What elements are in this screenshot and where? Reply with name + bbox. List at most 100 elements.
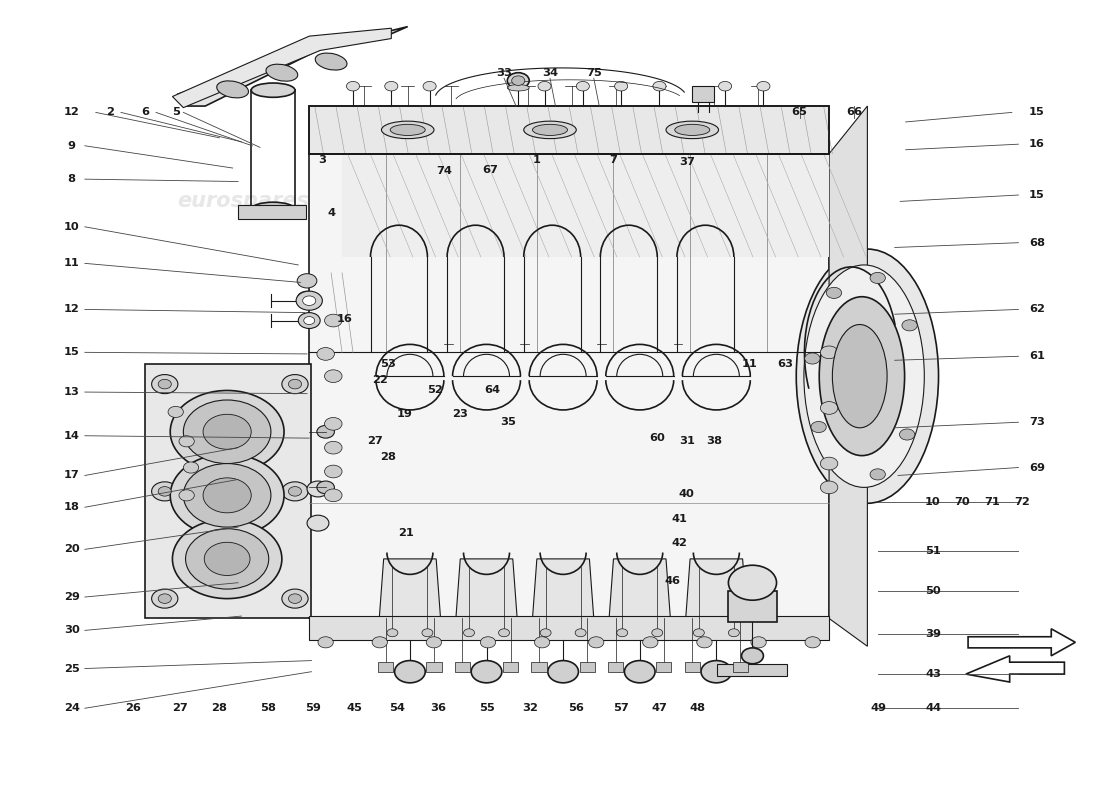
Text: 49: 49 xyxy=(870,703,887,714)
Circle shape xyxy=(821,481,838,494)
Circle shape xyxy=(318,637,333,648)
Polygon shape xyxy=(968,629,1076,656)
Text: 54: 54 xyxy=(388,703,405,714)
Text: 29: 29 xyxy=(64,592,79,602)
Circle shape xyxy=(540,629,551,637)
Circle shape xyxy=(617,629,628,637)
Text: 16: 16 xyxy=(1030,139,1045,149)
Text: 51: 51 xyxy=(925,546,940,556)
Text: 10: 10 xyxy=(925,497,940,506)
Polygon shape xyxy=(685,559,747,618)
Circle shape xyxy=(615,82,628,91)
Circle shape xyxy=(288,594,301,603)
Text: 5: 5 xyxy=(172,107,179,118)
Polygon shape xyxy=(608,662,624,672)
Circle shape xyxy=(152,482,178,501)
Circle shape xyxy=(158,486,172,496)
Text: 75: 75 xyxy=(586,68,602,78)
Ellipse shape xyxy=(833,325,887,428)
Circle shape xyxy=(304,317,315,325)
Circle shape xyxy=(693,629,704,637)
Circle shape xyxy=(204,478,251,513)
Text: 35: 35 xyxy=(500,418,516,427)
Circle shape xyxy=(902,320,917,331)
Text: 44: 44 xyxy=(925,703,942,714)
Circle shape xyxy=(307,515,329,531)
Polygon shape xyxy=(309,154,829,618)
Circle shape xyxy=(652,629,662,637)
Circle shape xyxy=(282,374,308,394)
Text: 18: 18 xyxy=(64,502,79,512)
Text: 14: 14 xyxy=(64,430,79,441)
Circle shape xyxy=(184,400,271,463)
Ellipse shape xyxy=(804,265,924,487)
Text: 33: 33 xyxy=(496,68,512,78)
Circle shape xyxy=(302,296,316,306)
Text: 24: 24 xyxy=(64,703,79,714)
Text: 12: 12 xyxy=(64,107,79,118)
Text: 13: 13 xyxy=(64,387,79,397)
Polygon shape xyxy=(733,662,748,672)
Circle shape xyxy=(424,82,437,91)
Text: 55: 55 xyxy=(478,703,494,714)
Polygon shape xyxy=(309,106,829,154)
Text: 8: 8 xyxy=(68,174,76,184)
Text: 60: 60 xyxy=(649,433,666,443)
Ellipse shape xyxy=(382,121,435,138)
Circle shape xyxy=(152,589,178,608)
Text: 45: 45 xyxy=(346,703,362,714)
Text: 25: 25 xyxy=(64,663,79,674)
Circle shape xyxy=(170,390,284,473)
Polygon shape xyxy=(238,206,306,219)
Ellipse shape xyxy=(507,85,529,91)
Circle shape xyxy=(757,82,770,91)
Circle shape xyxy=(821,402,838,414)
Circle shape xyxy=(642,637,658,648)
Text: 59: 59 xyxy=(305,703,320,714)
Text: 74: 74 xyxy=(436,166,452,176)
Text: 56: 56 xyxy=(569,703,584,714)
Text: 72: 72 xyxy=(1014,497,1030,506)
Text: 67: 67 xyxy=(482,165,497,174)
Text: 9: 9 xyxy=(68,141,76,150)
Text: 38: 38 xyxy=(706,436,723,446)
Text: 46: 46 xyxy=(664,576,681,586)
Text: 21: 21 xyxy=(398,529,414,538)
Text: 15: 15 xyxy=(64,347,79,358)
Ellipse shape xyxy=(796,249,938,503)
Circle shape xyxy=(296,291,322,310)
Circle shape xyxy=(507,73,529,89)
Circle shape xyxy=(548,661,579,683)
Circle shape xyxy=(297,274,317,288)
Text: eurospares: eurospares xyxy=(539,374,671,394)
Circle shape xyxy=(575,629,586,637)
Circle shape xyxy=(870,469,886,480)
Circle shape xyxy=(535,637,550,648)
Text: 58: 58 xyxy=(260,703,276,714)
Text: 11: 11 xyxy=(64,258,79,268)
Circle shape xyxy=(471,661,502,683)
Circle shape xyxy=(701,661,732,683)
Polygon shape xyxy=(145,364,311,618)
Text: 11: 11 xyxy=(741,359,757,370)
Circle shape xyxy=(346,82,360,91)
Circle shape xyxy=(186,529,268,589)
Polygon shape xyxy=(342,154,829,257)
Circle shape xyxy=(821,457,838,470)
Text: eurospares: eurospares xyxy=(177,374,309,394)
Text: 27: 27 xyxy=(173,703,188,714)
Polygon shape xyxy=(829,106,868,646)
Text: 4: 4 xyxy=(327,208,336,218)
Text: 65: 65 xyxy=(792,107,807,118)
Polygon shape xyxy=(532,559,594,618)
Text: 66: 66 xyxy=(846,107,862,118)
Circle shape xyxy=(826,287,842,298)
Text: 41: 41 xyxy=(671,514,688,524)
Text: 73: 73 xyxy=(1030,418,1045,427)
Polygon shape xyxy=(717,664,788,677)
Polygon shape xyxy=(728,590,777,622)
Polygon shape xyxy=(454,662,470,672)
Text: 31: 31 xyxy=(679,436,695,446)
Circle shape xyxy=(282,589,308,608)
Circle shape xyxy=(324,465,342,478)
